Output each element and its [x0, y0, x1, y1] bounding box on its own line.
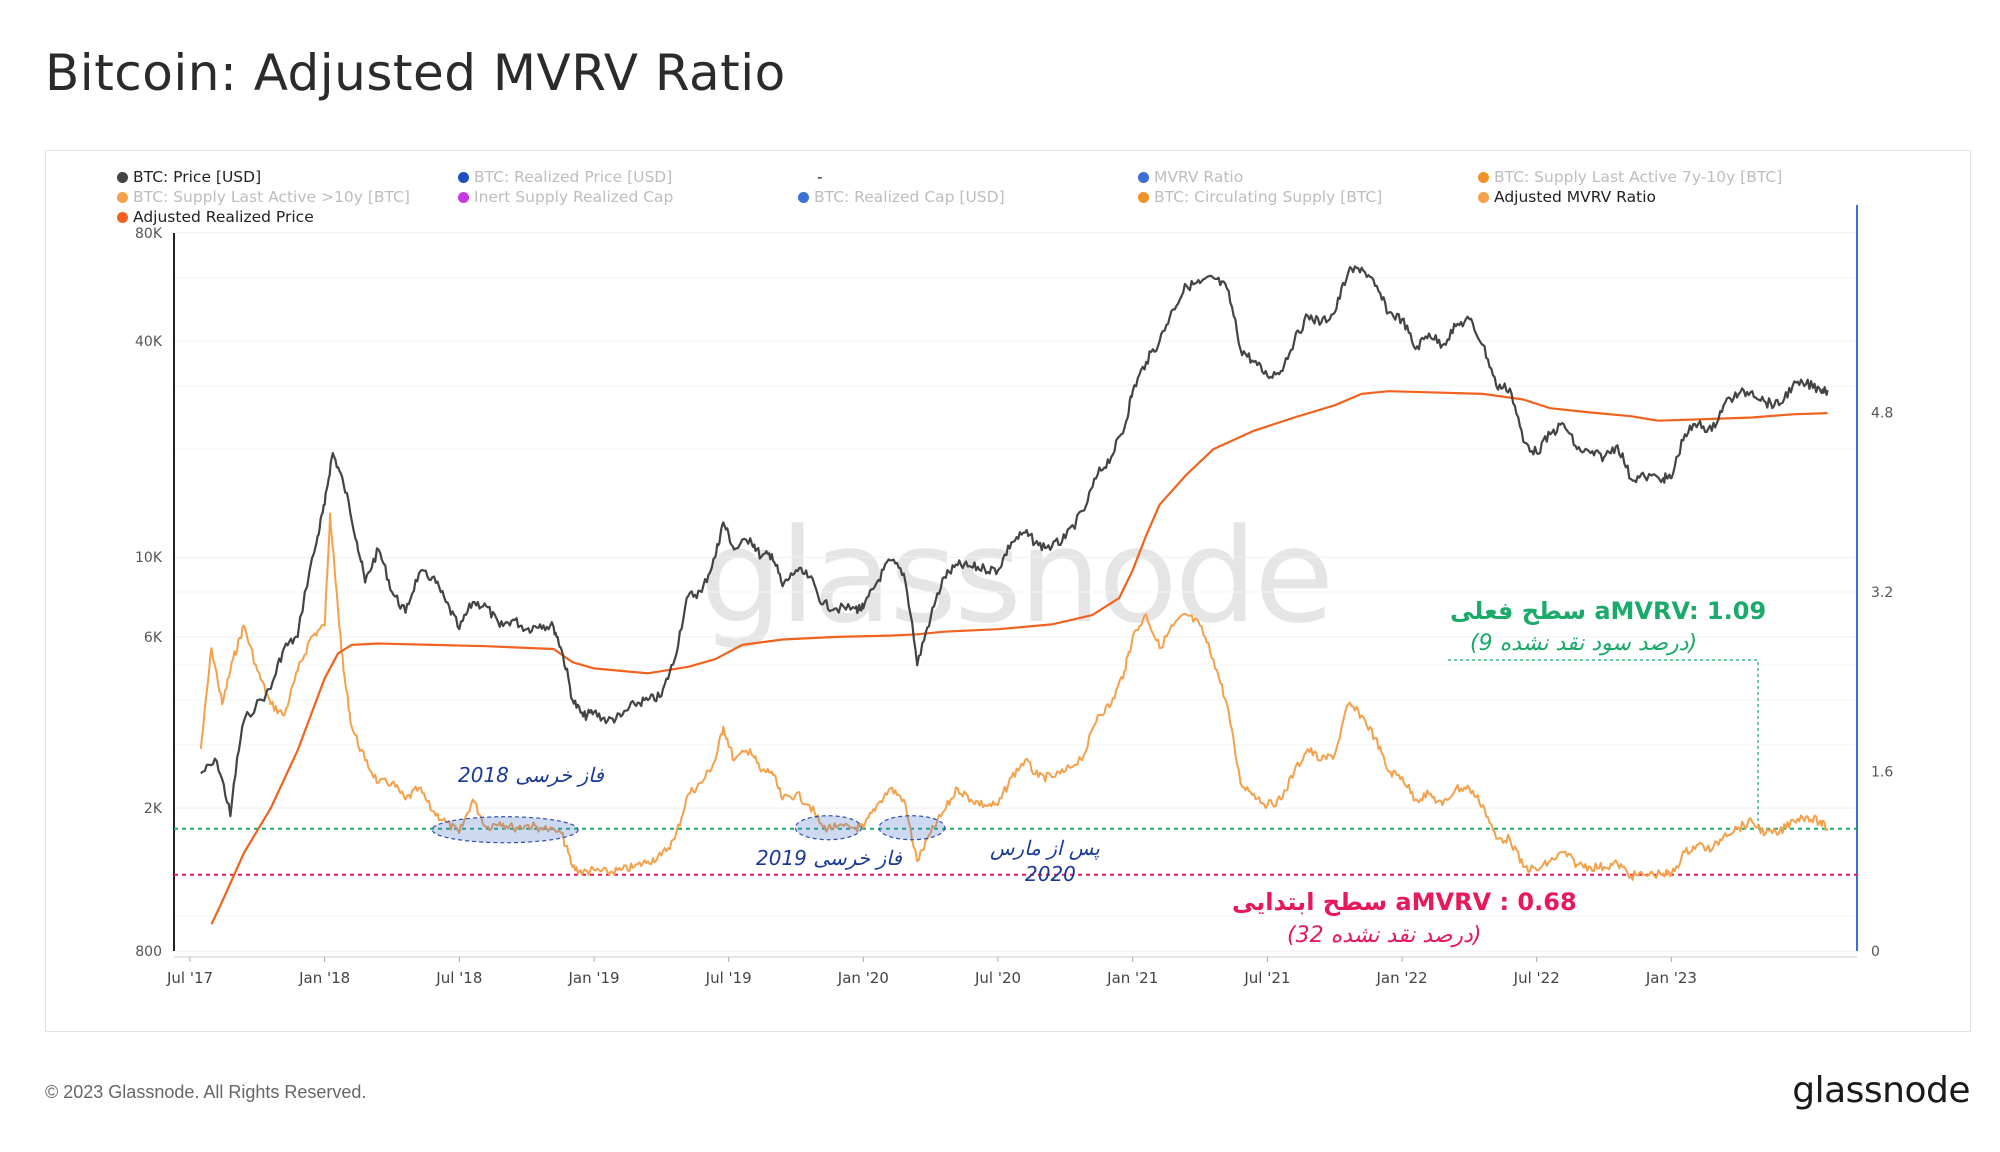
brand-logo: glassnode: [1792, 1070, 1970, 1111]
x-tick-label: Jan '21: [1106, 969, 1158, 987]
x-tick-label: Jan '20: [837, 969, 889, 987]
y-left-tick-label: 40K: [135, 334, 163, 350]
highlight-ellipse: [878, 815, 946, 841]
annotation-bear-2019: فاز خرسی 2019: [756, 846, 902, 870]
x-tick-label: Jan '18: [298, 969, 350, 987]
series-line-adjusted-realized-price: [210, 390, 1828, 925]
annotation-current-title: سطح فعلی aMVRV: 1.09: [1450, 597, 1767, 625]
x-tick-label: Jan '23: [1645, 969, 1697, 987]
x-tick-label: Jan '22: [1375, 969, 1427, 987]
x-tick-label: Jul '22: [1513, 969, 1560, 987]
y-left-tick-label: 2K: [144, 801, 163, 817]
annotation-post-march: پس از مارس: [990, 836, 1100, 860]
series-line-price: [200, 265, 1829, 818]
y-left-tick-label: 6K: [144, 630, 163, 646]
x-tick-label: Jul '18: [435, 969, 482, 987]
annotation-connector: [1448, 659, 1759, 829]
page-title: Bitcoin: Adjusted MVRV Ratio: [45, 44, 786, 102]
x-tick-label: Jul '19: [705, 969, 752, 987]
x-tick-label: Jul '21: [1243, 969, 1290, 987]
copyright: © 2023 Glassnode. All Rights Reserved.: [45, 1082, 367, 1102]
series-line-amvrv: [199, 512, 1829, 881]
annotation-bear-2018: فاز خرسی 2018: [458, 763, 604, 787]
annotation-post-march-year: 2020: [1025, 862, 1076, 886]
y-left-tick-label: 80K: [135, 226, 163, 242]
x-tick-label: Jul '20: [974, 969, 1021, 987]
y-right-tick-label: 0: [1871, 944, 1880, 960]
y-right-tick-label: 1.6: [1871, 765, 1893, 781]
y-right-tick-label: 4.8: [1871, 406, 1893, 422]
y-left-tick-label: 10K: [135, 550, 163, 566]
y-right-tick-label: 3.2: [1871, 585, 1893, 601]
annotation-base-sub: (32 درصد نقد نشده): [1287, 923, 1482, 948]
highlight-ellipse: [794, 815, 862, 841]
annotation-current-sub: (9 درصد سود نقد نشده): [1470, 631, 1698, 656]
annotation-base-title: سطح ابتدایی aMVRV : 0.68: [1232, 888, 1577, 916]
x-tick-label: Jan '19: [567, 969, 619, 987]
highlight-ellipse: [431, 816, 579, 844]
y-left-tick-label: 800: [135, 944, 162, 960]
x-tick-label: Jul '17: [166, 969, 213, 987]
chart-frame: [45, 150, 1971, 1032]
